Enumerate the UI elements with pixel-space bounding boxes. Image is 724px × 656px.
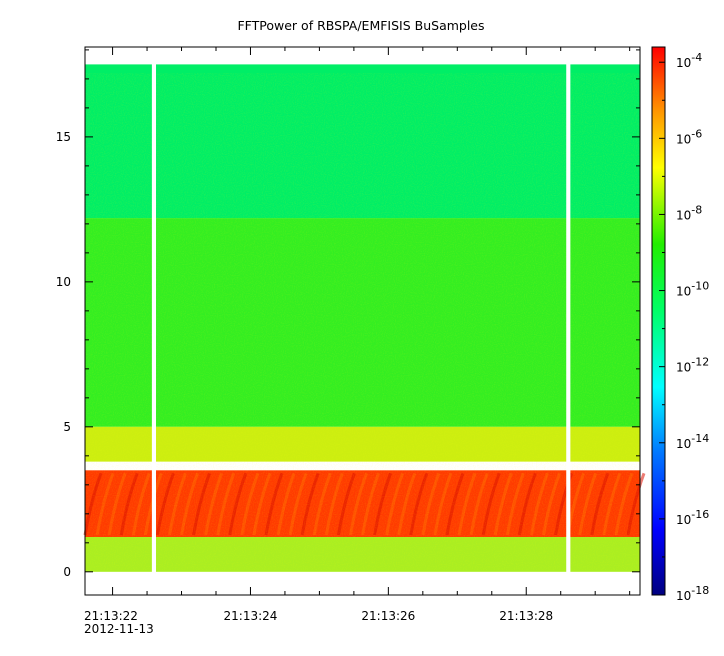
colorbar-tick-label: 10-14 [676, 432, 709, 451]
colorbar-tick-label: 10-18 [676, 584, 709, 603]
noise-overlay [85, 73, 640, 570]
data-gap-1 [566, 63, 571, 573]
x-tick-label: 21:13:24 [224, 609, 278, 623]
colorbar-tick-label: 10-12 [676, 356, 709, 375]
x-tick-label: 21:13:26 [361, 609, 415, 623]
colorbar-tick-label: 10-6 [676, 127, 702, 146]
colorbar-tick-label: 10-8 [676, 203, 702, 222]
x-date-label: 2012-11-13 [84, 622, 154, 636]
colorbar-tick-label: 10-10 [676, 280, 709, 299]
plot-frame [84, 46, 641, 596]
colorbar-ticks: 10-4 10-6 10-8 10-10 10-12 10-14 10-16 10-18 [659, 51, 709, 603]
colorbar-tick-label: 10-16 [676, 508, 709, 527]
colorbar: 10-4 10-6 10-8 10-10 10-12 10-14 10-16 10-18 [651, 46, 709, 603]
y-axis: 0 5 10 15 [56, 49, 640, 579]
data-gap-0 [151, 63, 157, 573]
colorbar-tick-label: 10-4 [676, 51, 702, 70]
chart-title: FFTPower of RBSPA/EMFISIS BuSamples [237, 18, 484, 33]
y-tick-label: 10 [56, 275, 71, 289]
y-tick-label: 0 [63, 565, 71, 579]
plot-area [83, 46, 646, 596]
y-tick-label: 5 [63, 420, 71, 434]
colorbar-gradient [651, 46, 666, 596]
data-gaps [151, 63, 571, 573]
x-axis: 21:13:22 21:13:24 21:13:26 21:13:28 [84, 47, 631, 623]
x-tick-label: 21:13:22 [84, 609, 138, 623]
x-tick-label: 21:13:28 [499, 609, 553, 623]
y-tick-label: 15 [56, 130, 71, 144]
